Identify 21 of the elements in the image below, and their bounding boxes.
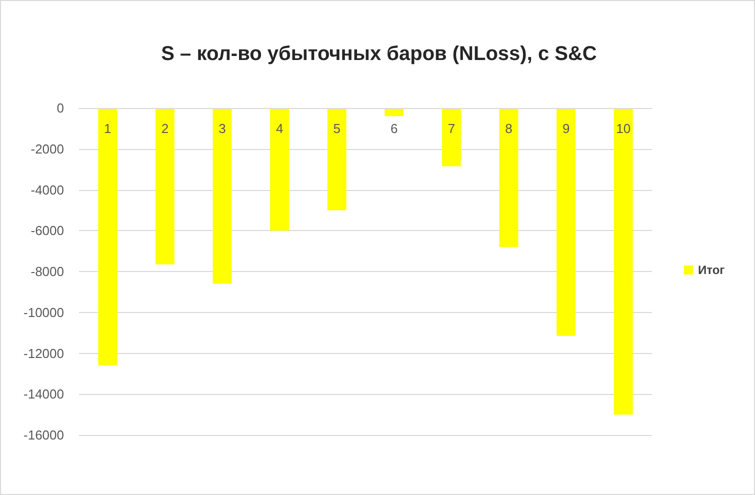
y-tick-label: 0 <box>56 100 64 116</box>
x-tick-label: 6 <box>390 121 398 136</box>
y-tick-label: -6000 <box>30 223 64 238</box>
chart-title: S – кол-во убыточных баров (NLoss), с S&C <box>161 43 597 65</box>
y-tick-label: -10000 <box>24 304 64 320</box>
x-tick-label: 7 <box>448 121 456 136</box>
x-tick-label: 2 <box>161 121 169 136</box>
y-tick-label: -4000 <box>30 182 64 198</box>
legend-label: Итог <box>698 263 725 277</box>
y-tick-label: -8000 <box>30 264 64 279</box>
x-tick-label: 1 <box>104 121 112 136</box>
x-tick-label: 4 <box>276 121 284 136</box>
x-tick-label: 3 <box>218 121 226 136</box>
x-tick-label: 9 <box>562 121 570 136</box>
y-tick-label: -16000 <box>24 428 64 442</box>
x-tick-label: 5 <box>333 121 340 136</box>
x-tick-label: 10 <box>616 121 631 136</box>
y-tick-label: -2000 <box>30 141 64 156</box>
y-tick-label: -14000 <box>24 386 64 402</box>
y-tick-label: -12000 <box>24 346 64 361</box>
x-tick-label: 8 <box>505 121 512 136</box>
